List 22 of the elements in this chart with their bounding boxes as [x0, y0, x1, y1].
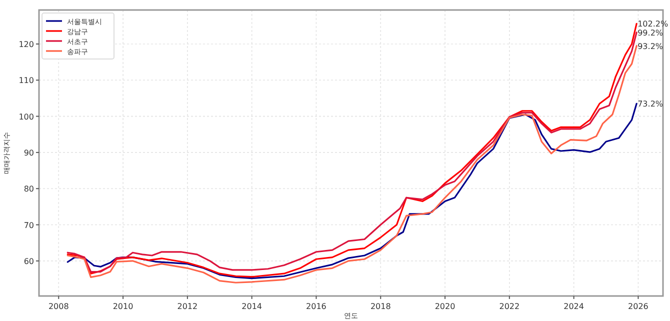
y-tick-label: 100 — [18, 112, 34, 122]
y-tick-label: 60 — [24, 256, 34, 266]
y-tick-label: 90 — [24, 148, 34, 158]
annotation: 93.2% — [638, 42, 664, 51]
x-tick-label: 2012 — [177, 302, 198, 311]
x-tick-label: 2008 — [48, 302, 69, 311]
x-tick-label: 2014 — [242, 302, 262, 311]
x-tick-label: 2026 — [628, 302, 648, 311]
annotation: 102.2% — [638, 20, 668, 29]
y-tick-label: 110 — [18, 76, 34, 86]
line-series — [66, 102, 638, 280]
x-tick-label: 2022 — [499, 302, 520, 311]
x-tick-label: 2010 — [112, 302, 134, 311]
x-tick-label: 2016 — [306, 302, 326, 311]
x-tick-label: 2020 — [434, 302, 456, 311]
y-tick-label: 80 — [24, 184, 34, 194]
x-tick-label: 2018 — [370, 302, 391, 311]
annotation: 73.2% — [638, 100, 664, 109]
y-tick-label: 120 — [18, 40, 34, 49]
x-tick-label: 2024 — [564, 302, 584, 311]
annotation: 99.2% — [638, 28, 664, 38]
y-tick-label: 70 — [24, 220, 34, 230]
